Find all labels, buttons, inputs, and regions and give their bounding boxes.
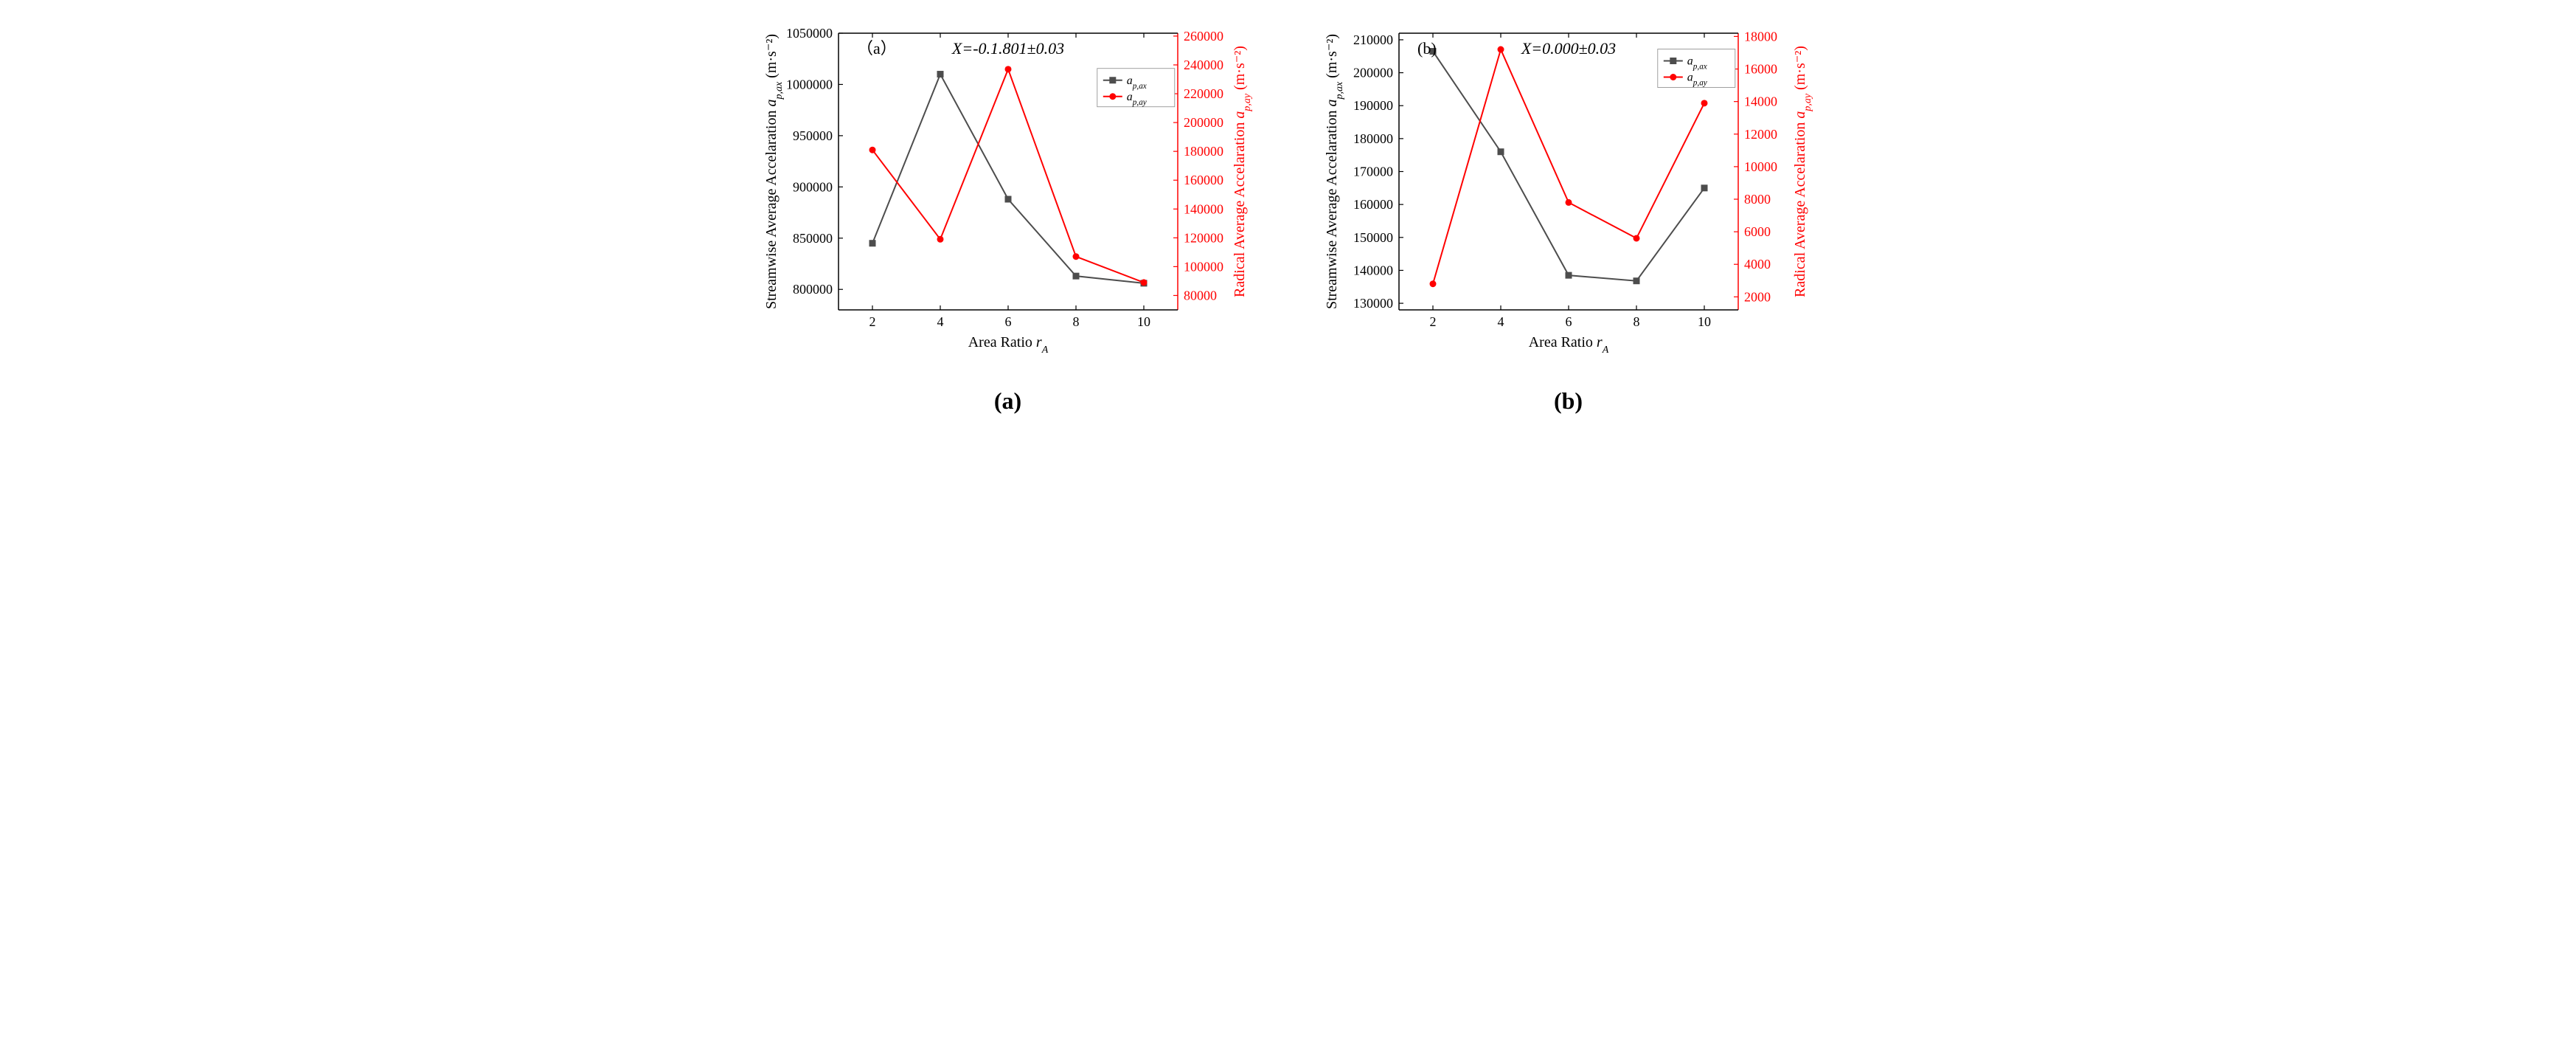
svg-text:100000: 100000 [1184, 259, 1223, 274]
svg-text:160000: 160000 [1353, 197, 1393, 212]
svg-text:(b): (b) [1417, 39, 1437, 58]
caption-b: (b) [1554, 387, 1583, 415]
svg-text:180000: 180000 [1184, 144, 1223, 159]
chart-row: 246810Area Ratio rA800000850000900000950… [15, 15, 2561, 415]
svg-text:120000: 120000 [1184, 230, 1223, 245]
svg-text:6000: 6000 [1744, 224, 1771, 239]
svg-text:4000: 4000 [1744, 257, 1771, 272]
svg-text:200000: 200000 [1353, 66, 1393, 80]
svg-text:190000: 190000 [1353, 98, 1393, 113]
svg-text:950000: 950000 [793, 128, 833, 143]
svg-text:180000: 180000 [1353, 131, 1393, 146]
svg-text:800000: 800000 [793, 282, 833, 297]
svg-text:1000000: 1000000 [786, 77, 833, 91]
chart-a-svg: 246810Area Ratio rA800000850000900000950… [757, 15, 1259, 362]
svg-text:260000: 260000 [1184, 29, 1223, 44]
chart-b-svg: 246810Area Ratio rA130000140000150000160… [1318, 15, 1819, 362]
svg-text:8000: 8000 [1744, 192, 1771, 207]
svg-text:170000: 170000 [1353, 165, 1393, 179]
svg-text:X=0.000±0.03: X=0.000±0.03 [1520, 39, 1615, 58]
svg-text:140000: 140000 [1353, 263, 1393, 277]
svg-text:10: 10 [1137, 314, 1150, 329]
svg-text:18000: 18000 [1744, 29, 1777, 44]
svg-text:X=-0.1.801±0.03: X=-0.1.801±0.03 [951, 39, 1063, 58]
svg-text:8: 8 [1633, 314, 1639, 329]
svg-text:（a）: （a） [857, 39, 897, 58]
chart-a-wrap: 246810Area Ratio rA800000850000900000950… [757, 15, 1259, 365]
panel-b: 246810Area Ratio rA130000140000150000160… [1318, 15, 1819, 415]
chart-b-wrap: 246810Area Ratio rA130000140000150000160… [1318, 15, 1819, 365]
caption-a: (a) [994, 387, 1021, 415]
svg-text:150000: 150000 [1353, 230, 1393, 245]
svg-text:130000: 130000 [1353, 296, 1393, 311]
svg-text:4: 4 [1497, 314, 1504, 329]
svg-text:6: 6 [1565, 314, 1572, 329]
svg-text:160000: 160000 [1184, 173, 1223, 187]
svg-text:12000: 12000 [1744, 127, 1777, 142]
svg-text:850000: 850000 [793, 231, 833, 246]
svg-text:2000: 2000 [1744, 289, 1771, 304]
svg-text:2: 2 [1429, 314, 1436, 329]
svg-text:14000: 14000 [1744, 94, 1777, 109]
svg-text:10: 10 [1698, 314, 1711, 329]
svg-text:210000: 210000 [1353, 32, 1393, 47]
svg-text:10000: 10000 [1744, 159, 1777, 174]
svg-text:2: 2 [869, 314, 875, 329]
svg-text:240000: 240000 [1184, 58, 1223, 72]
svg-text:6: 6 [1004, 314, 1011, 329]
svg-text:80000: 80000 [1184, 288, 1217, 303]
svg-text:200000: 200000 [1184, 115, 1223, 130]
svg-text:220000: 220000 [1184, 86, 1223, 101]
panel-a: 246810Area Ratio rA800000850000900000950… [757, 15, 1259, 415]
svg-text:1050000: 1050000 [786, 26, 833, 41]
svg-text:16000: 16000 [1744, 62, 1777, 77]
svg-text:900000: 900000 [793, 179, 833, 194]
svg-text:8: 8 [1072, 314, 1079, 329]
svg-text:140000: 140000 [1184, 201, 1223, 216]
svg-text:4: 4 [937, 314, 943, 329]
